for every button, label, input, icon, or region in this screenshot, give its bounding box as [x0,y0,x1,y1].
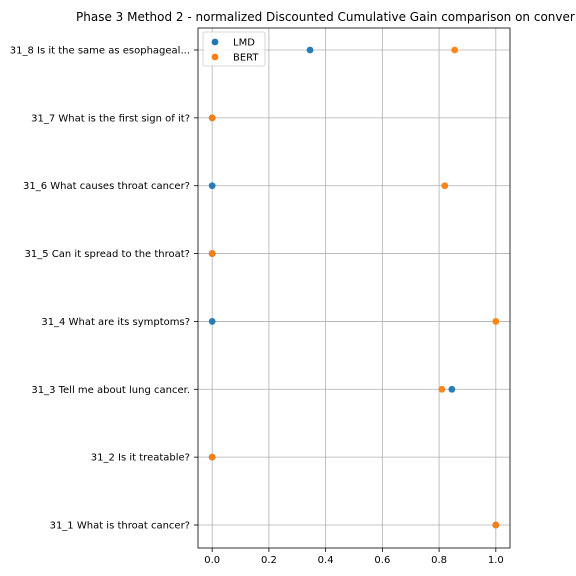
grid-lines [198,28,510,548]
y-tick-label: 31_6 What causes throat cancer? [23,181,190,192]
legend-label-bert: BERT [233,53,259,64]
data-point-bert [492,318,500,325]
y-tick-label: 31_5 Can it spread to the throat? [25,249,190,260]
data-point-bert [492,521,500,529]
x-tick-label: 0.8 [431,555,447,566]
axes: 0.0 0.2 0.4 0.6 0.8 1.0 31_1 What is throat ca… [10,27,511,566]
x-tick-label: 0.4 [318,555,334,566]
y-tick-label: 31_1 What is throat cancer? [50,521,190,532]
y-tick-label: 31_7 What is the first sign of it? [31,113,190,124]
y-tick-label: 31_4 What are its symptoms? [41,317,190,328]
x-tick-label: 0.2 [261,555,277,566]
data-point-bert [441,182,449,190]
legend-label-lmd: LMD [233,38,255,49]
data-point-bert [208,114,216,122]
data-point-lmd [306,46,314,54]
legend-marker-bert [211,53,219,61]
data-point-bert [451,46,459,54]
legend-marker-lmd [211,38,219,46]
plot-frame [197,27,511,549]
x-tick-label: 1.0 [488,555,504,566]
y-tick-label: 31_3 Tell me about lung cancer. [31,385,190,396]
x-tick-label: 0.6 [374,555,390,566]
data-point-lmd [208,318,216,325]
y-tick-label: 31_8 Is it the same as esophageal... [10,46,190,57]
data-point-bert [438,385,446,393]
data-point-lmd [208,182,216,190]
chart-title: Phase 3 Method 2 - normalized Discounted… [76,10,575,24]
y-tick-label: 31_2 Is it treatable? [91,453,190,464]
x-tick-label: 0.0 [204,555,220,566]
legend: LMD BERT [202,31,266,67]
legend-box [202,31,266,67]
data-points [208,46,500,529]
data-point-bert [208,453,216,461]
data-point-lmd [448,385,456,393]
data-point-bert [208,250,216,257]
